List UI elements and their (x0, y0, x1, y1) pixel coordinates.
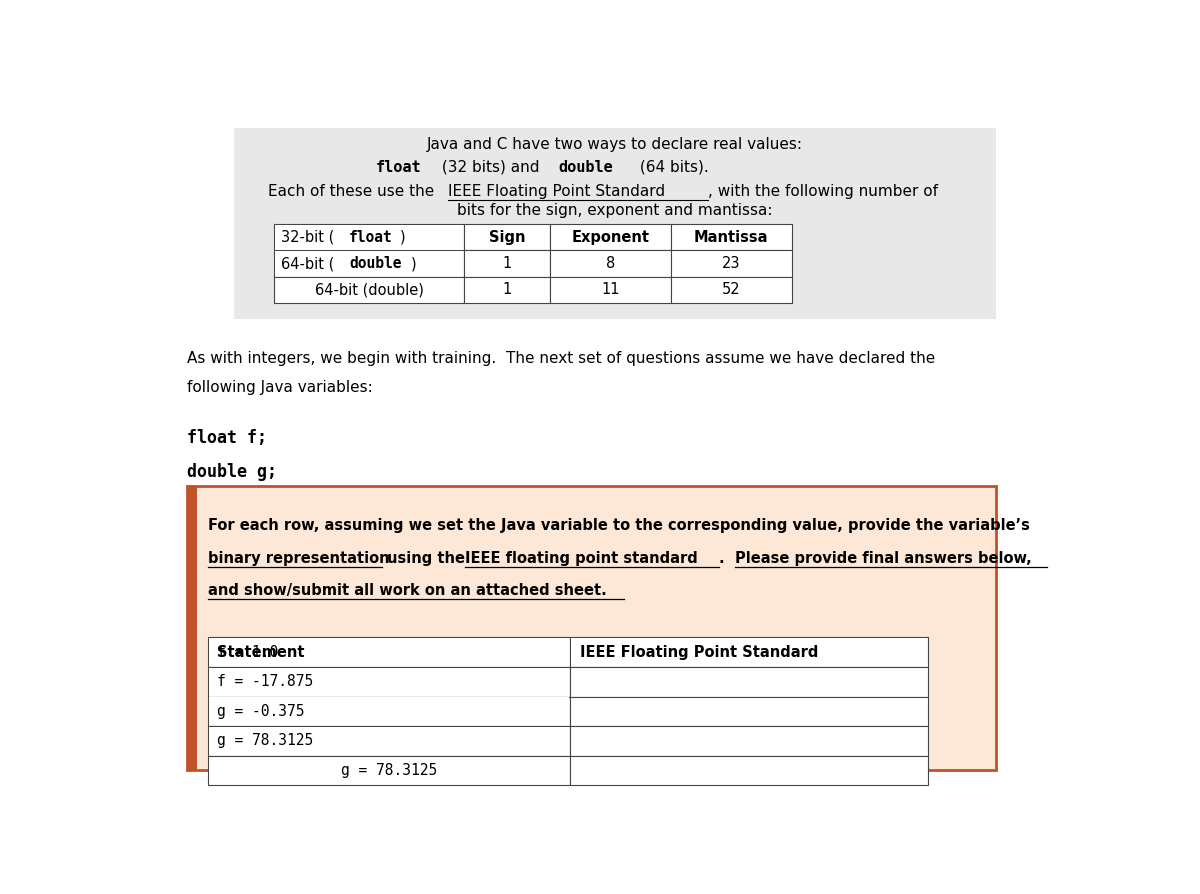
FancyBboxPatch shape (274, 224, 464, 250)
Text: .: . (719, 551, 736, 566)
Text: g = 78.3125: g = 78.3125 (341, 763, 437, 778)
FancyBboxPatch shape (464, 276, 550, 303)
Text: Mantissa: Mantissa (694, 230, 768, 245)
Text: IEEE floating point standard: IEEE floating point standard (466, 551, 698, 566)
FancyBboxPatch shape (209, 638, 570, 666)
Text: g = 78.3125: g = 78.3125 (217, 733, 313, 748)
FancyBboxPatch shape (275, 251, 463, 276)
FancyBboxPatch shape (275, 225, 463, 249)
Text: IEEE Floating Point Standard: IEEE Floating Point Standard (630, 645, 869, 660)
FancyBboxPatch shape (187, 486, 996, 770)
Text: (32 bits) and: (32 bits) and (437, 160, 545, 174)
Text: ): ) (400, 230, 406, 245)
FancyBboxPatch shape (671, 276, 792, 303)
Text: 32-bit (float): 32-bit (float) (323, 256, 415, 271)
FancyBboxPatch shape (570, 726, 929, 755)
Text: float: float (376, 160, 421, 174)
Text: f = 1.0: f = 1.0 (217, 645, 278, 660)
Text: and show/submit all work on an attached sheet.: and show/submit all work on an attached … (208, 583, 606, 598)
Text: Standard: Standard (331, 230, 407, 245)
FancyBboxPatch shape (570, 667, 929, 696)
Text: double g;: double g; (187, 463, 277, 481)
Text: Exponent: Exponent (571, 230, 649, 245)
Text: ): ) (412, 256, 416, 271)
FancyBboxPatch shape (274, 276, 464, 303)
FancyBboxPatch shape (550, 224, 671, 250)
Text: 64-bit (: 64-bit ( (281, 256, 335, 271)
Text: Statement: Statement (217, 645, 305, 660)
FancyBboxPatch shape (187, 486, 198, 770)
Text: f = -17.875: f = -17.875 (341, 704, 437, 719)
FancyBboxPatch shape (274, 250, 464, 276)
Text: 1: 1 (503, 283, 511, 297)
Text: (64 bits).: (64 bits). (635, 160, 708, 174)
Text: IEEE Floating Point Standard: IEEE Floating Point Standard (448, 184, 665, 199)
FancyBboxPatch shape (208, 755, 570, 785)
Text: 52: 52 (722, 283, 740, 297)
Text: 32-bit (: 32-bit ( (281, 230, 335, 245)
FancyBboxPatch shape (671, 224, 792, 250)
Text: float f;: float f; (187, 429, 268, 447)
Text: For each row, assuming we set the Java variable to the corresponding value, prov: For each row, assuming we set the Java v… (208, 519, 1030, 534)
Text: IEEE Floating Point Standard: IEEE Floating Point Standard (580, 645, 818, 660)
FancyBboxPatch shape (571, 638, 928, 666)
FancyBboxPatch shape (570, 637, 929, 667)
Text: 1: 1 (503, 256, 511, 271)
Text: binary representation: binary representation (208, 551, 389, 566)
Text: As with integers, we begin with training.  The next set of questions assume we h: As with integers, we begin with training… (187, 351, 936, 366)
FancyBboxPatch shape (209, 638, 570, 666)
FancyBboxPatch shape (550, 250, 671, 276)
FancyBboxPatch shape (464, 224, 550, 250)
FancyBboxPatch shape (209, 727, 570, 755)
FancyBboxPatch shape (570, 755, 929, 785)
Text: double: double (558, 160, 613, 174)
FancyBboxPatch shape (464, 250, 550, 276)
Text: , with the following number of: , with the following number of (708, 184, 938, 199)
Text: 8: 8 (606, 256, 614, 271)
FancyBboxPatch shape (671, 250, 792, 276)
FancyBboxPatch shape (570, 696, 929, 726)
Text: following Java variables:: following Java variables: (187, 380, 373, 395)
Text: g = -0.375: g = -0.375 (217, 704, 305, 719)
Text: float: float (349, 230, 392, 245)
Text: Java and C have two ways to declare real values:: Java and C have two ways to declare real… (427, 137, 803, 152)
FancyBboxPatch shape (208, 696, 570, 726)
Text: Please provide final answers below,: Please provide final answers below, (734, 551, 1032, 566)
Text: 23: 23 (722, 256, 740, 271)
FancyBboxPatch shape (209, 697, 570, 725)
Text: using the: using the (382, 551, 469, 566)
Text: g = -0.375: g = -0.375 (346, 733, 433, 748)
Text: Sign: Sign (488, 230, 526, 245)
Text: bits for the sign, exponent and mantissa:: bits for the sign, exponent and mantissa… (457, 203, 773, 218)
FancyBboxPatch shape (209, 668, 570, 696)
FancyBboxPatch shape (550, 276, 671, 303)
FancyBboxPatch shape (208, 667, 570, 696)
FancyBboxPatch shape (208, 637, 570, 667)
Text: f = -17.875: f = -17.875 (217, 674, 313, 689)
Text: 64-bit (double): 64-bit (double) (314, 283, 424, 297)
Text: Each of these use the: Each of these use the (268, 184, 439, 199)
FancyBboxPatch shape (208, 726, 570, 755)
Text: 11: 11 (601, 283, 619, 297)
Text: f = 1.0: f = 1.0 (359, 674, 420, 689)
Text: Statement: Statement (346, 645, 433, 660)
Text: double: double (349, 256, 402, 271)
FancyBboxPatch shape (234, 128, 996, 319)
